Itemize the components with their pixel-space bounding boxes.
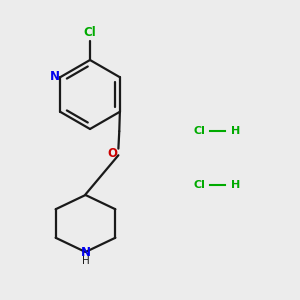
Text: Cl: Cl xyxy=(194,125,206,136)
Text: H: H xyxy=(231,179,240,190)
Text: N: N xyxy=(80,246,91,259)
Text: N: N xyxy=(50,70,60,83)
Text: H: H xyxy=(82,256,89,266)
Text: O: O xyxy=(107,147,117,160)
Text: Cl: Cl xyxy=(84,26,96,40)
Text: H: H xyxy=(231,125,240,136)
Text: Cl: Cl xyxy=(194,179,206,190)
